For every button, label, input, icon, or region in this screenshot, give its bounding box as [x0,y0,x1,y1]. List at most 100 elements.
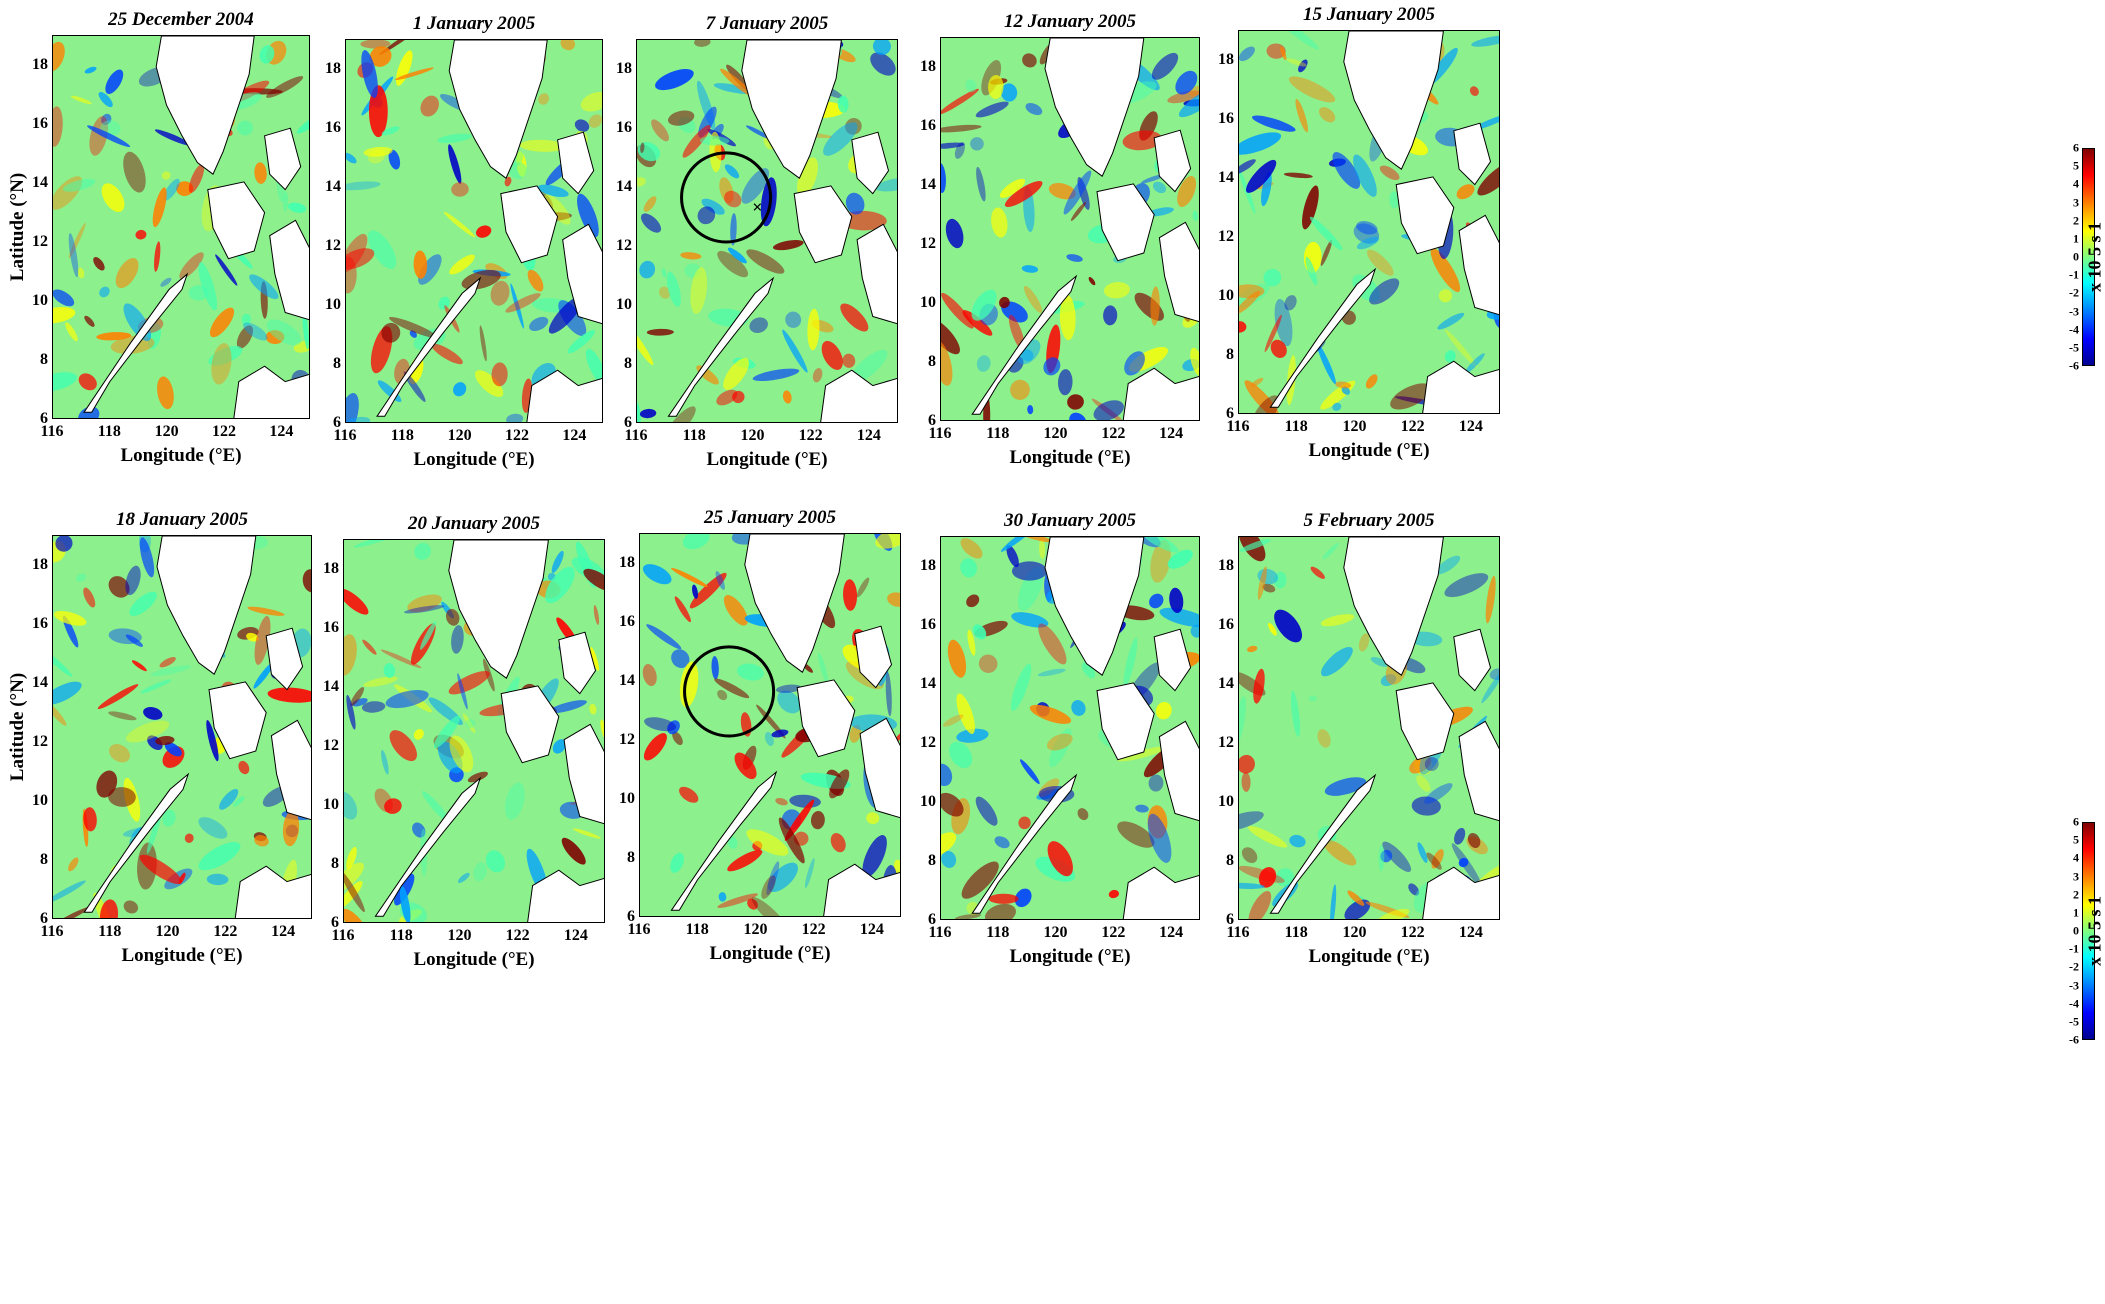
y-tick-label: 16 [616,118,632,136]
x-tick-label: 116 [928,425,952,442]
vorticity-feature [646,328,674,336]
vorticity-feature [714,678,750,699]
vorticity-feature [83,807,97,832]
land-mass [1269,773,1377,914]
x-tick-label: 122 [801,921,826,938]
land-mass [562,223,602,325]
colorbar-tick: -6 [2069,358,2079,373]
vorticity-feature [962,310,993,336]
vorticity-feature [1481,669,1499,704]
vorticity-feature [1246,159,1277,193]
vorticity-feature [389,730,418,762]
vorticity-feature [840,303,869,332]
vorticity-feature [362,639,377,655]
y-tick-label: 18 [32,555,48,573]
vorticity-feature [1135,804,1149,813]
colorbar-tick: 6 [2073,140,2079,155]
vorticity-feature [108,711,137,721]
marker-x: × [752,197,762,217]
vorticity-feature [344,634,357,676]
land-mass [1422,866,1499,919]
vorticity-feature [140,679,172,694]
land-mass [374,776,482,917]
colorbar-tick: -6 [2069,1032,2079,1047]
vorticity-feature [772,239,804,251]
vorticity-feature [701,198,725,215]
vorticity-feature [53,610,87,626]
vorticity-feature [184,833,194,843]
vorticity-feature [1268,622,1277,636]
vorticity-feature [407,594,442,613]
x-tick-label: 122 [1101,425,1126,442]
vorticity-feature [680,252,702,260]
x-tick-label: 116 [627,921,651,938]
vorticity-feature [443,211,476,238]
vorticity-feature [988,74,1004,99]
panel-title: 5 February 2005 [1303,510,1435,531]
vorticity-feature [361,50,378,98]
vorticity-feature [1239,132,1282,155]
vorticity-feature [296,114,309,134]
vorticity-feature [125,634,144,647]
land-mass [820,369,897,422]
vorticity-feature [108,787,136,807]
land-mass [156,536,257,675]
panel-title: 25 December 2004 [108,9,254,30]
vorticity-feature [941,124,982,133]
colorbar-tick: 6 [2073,814,2079,829]
vorticity-feature [363,676,398,688]
vorticity-feature [574,119,590,132]
vorticity-feature [53,681,82,705]
vorticity-feature [730,213,737,246]
land-mass [971,274,1078,415]
vorticity-feature [1262,583,1276,593]
vorticity-feature [1239,754,1255,774]
x-tick-label: 120 [447,427,472,444]
vorticity-feature [642,664,657,687]
y-tick-label: 14 [619,671,635,689]
vorticity-feature [346,392,359,422]
vorticity-feature [1444,573,1489,598]
vorticity-feature [282,810,300,847]
vorticity-feature [1295,98,1309,133]
vorticity-feature [404,605,445,614]
land-mass [500,685,560,764]
vorticity-feature [465,719,476,729]
vorticity-feature [666,271,681,308]
vorticity-feature [862,835,887,878]
vorticity-feature [1020,759,1040,785]
vorticity-feature [960,558,978,578]
vorticity-feature [302,308,309,350]
vorticity-feature [723,357,749,390]
vorticity-feature [1167,90,1199,104]
vorticity-feature [637,323,654,366]
vorticity-feature [1069,412,1087,420]
vorticity-feature [83,587,96,608]
x-axis-label: Longitude (°E) [120,445,242,466]
vorticity-feature [1437,312,1465,330]
panel-title: 18 January 2005 [116,509,248,530]
y-tick-label: 8 [40,350,48,368]
vorticity-feature [756,704,786,739]
vorticity-feature [830,833,846,853]
y-tick-label: 8 [928,851,936,869]
x-tick-label: 118 [685,921,709,938]
vorticity-feature [388,149,401,170]
land-mass [1395,176,1455,255]
vorticity-feature [998,296,1010,309]
vorticity-feature [1274,571,1287,589]
vorticity-feature [53,289,75,307]
colorbar-tick: -2 [2069,285,2079,300]
vorticity-feature [1147,813,1172,863]
vorticity-feature [360,40,391,49]
vorticity-feature [1283,172,1313,179]
vorticity-feature [720,68,755,98]
vorticity-feature [1117,746,1167,762]
y-tick-label: 6 [40,410,48,427]
colorbar-tick: -2 [2069,959,2079,974]
vorticity-feature [139,854,182,885]
y-tick-label: 12 [1218,227,1234,245]
vorticity-feature [154,129,191,146]
vorticity-feature [68,857,79,872]
vorticity-feature [954,142,965,159]
